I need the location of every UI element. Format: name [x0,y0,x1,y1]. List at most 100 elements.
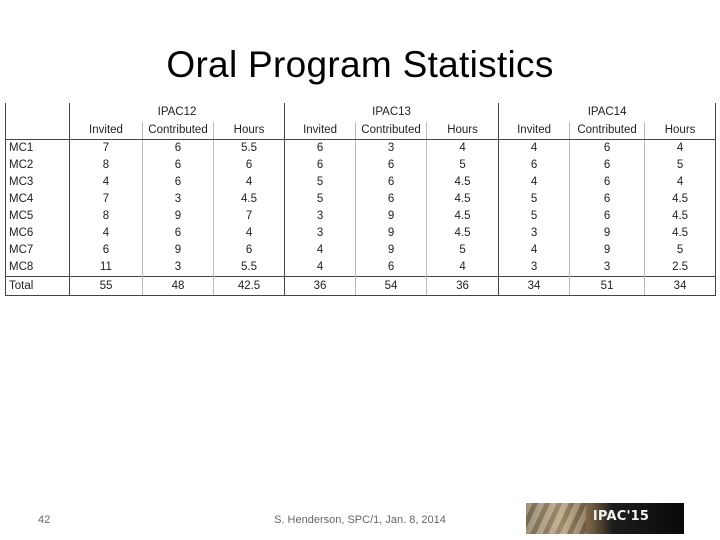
row-label: Total [5,276,70,296]
table-cell: 54 [355,276,427,296]
table-cell: 6 [355,259,427,277]
footer-citation: S. Henderson, SPC/1, Jan. 8, 2014 [274,514,446,526]
table-cell: 42.5 [212,276,286,296]
column-header: Hours [212,122,286,140]
column-header: Hours [426,122,500,140]
table-cell: 9 [355,208,427,225]
table-cell: 7 [212,208,286,225]
table-cell: 5 [530,210,538,222]
row-label: MC7 [5,242,70,259]
table-cell: 4.5 [644,191,717,208]
table-cell: 6 [569,139,645,157]
table-cell: 34 [644,276,717,296]
total-row: Total 55 48 42.5 36 54 36 34 51 34 [5,276,717,296]
table-cell: 3 [316,227,324,239]
table-cell: 4 [316,261,324,273]
column-header: Hours [644,122,717,140]
table-cell: 4.5 [644,225,717,242]
table-cell: 55 [69,276,143,296]
table-cell: 7 [102,142,110,154]
table-cell: 9 [142,242,214,259]
table-cell: 4.5 [212,191,286,208]
corner-cell [5,103,70,122]
table-cell: 4 [212,174,286,191]
table-cell: 36 [284,276,356,296]
table-cell: 6 [569,174,645,191]
table-cell: 6 [569,208,645,225]
table-cell: 4 [426,139,500,157]
table-cell: 3 [530,261,538,273]
table-cell: 5 [644,157,717,174]
column-header: Contributed [355,122,427,140]
table-cell: 3 [316,210,324,222]
table-cell: 5 [644,242,717,259]
table-cell: 4.5 [426,191,500,208]
row-label: MC1 [5,139,70,157]
table-cell: 6 [142,157,214,174]
table-cell: 4 [644,174,717,191]
table-cell: 4 [426,259,500,277]
corner-cell [5,122,70,140]
table-cell: 3 [569,259,645,277]
table-cell: 3 [530,227,538,239]
table-cell: 6 [142,174,214,191]
table-cell: 6 [355,157,427,174]
table-row: MC4 7 3 4.5 5 6 4.5 5 6 4.5 [5,191,717,208]
table-cell: 9 [569,225,645,242]
table-cell: 4 [212,225,286,242]
table-cell: 36 [426,276,500,296]
table-cell: 4 [316,244,324,256]
table-cell: 4 [102,227,110,239]
row-label: MC8 [5,259,70,277]
table-row: MC7 6 9 6 4 9 5 4 9 5 [5,242,717,259]
table-cell: 4.5 [644,208,717,225]
table-cell: 6 [212,242,286,259]
table-cell: 51 [569,276,645,296]
table-cell: 6 [355,174,427,191]
table-cell: 5 [426,242,500,259]
table-row: MC8 11 3 5.5 4 6 4 3 3 2.5 [5,259,717,277]
table-cell: 8 [102,210,110,222]
table-cell: 9 [569,242,645,259]
table-cell: 5 [316,176,324,188]
row-label: MC5 [5,208,70,225]
table-cell: 6 [102,244,110,256]
table-cell: 3 [142,259,214,277]
table-cell: 4.5 [426,225,500,242]
oral-program-statistics-table: IPAC12 IPAC13 IPAC14 Invited Contributed… [5,103,717,296]
row-label: MC2 [5,157,70,174]
column-header: Invited [69,122,143,140]
table-row: MC6 4 6 4 3 9 4.5 3 9 4.5 [5,225,717,242]
row-label: MC4 [5,191,70,208]
column-header: Invited [498,122,570,140]
table-cell: 6 [530,159,538,171]
table-cell: 6 [142,139,214,157]
conference-header: IPAC14 [498,103,717,122]
table-cell: 5.5 [212,139,286,157]
table-cell: 4.5 [426,208,500,225]
slide-title: Oral Program Statistics [166,44,554,85]
column-header: Contributed [142,122,214,140]
table-cell: 48 [142,276,214,296]
table-cell: 4 [530,142,538,154]
row-label: MC6 [5,225,70,242]
table-cell: 3 [142,191,214,208]
table-cell: 9 [355,225,427,242]
logo-image-strip [526,503,586,534]
table-cell: 6 [142,225,214,242]
conference-header-row: IPAC12 IPAC13 IPAC14 [5,103,717,122]
slide-number: 42 [38,514,51,526]
table-cell: 5 [530,193,538,205]
table-cell: 6 [212,157,286,174]
table-row: MC1 7 6 5.5 6 3 4 4 6 4 [5,139,717,157]
table-cell: 34 [498,276,570,296]
row-label: MC3 [5,174,70,191]
conference-header: IPAC12 [69,103,286,122]
column-header-row: Invited Contributed Hours Invited Contri… [5,122,717,140]
table-cell: 6 [316,159,324,171]
table-cell: 5.5 [212,259,286,277]
table-row: MC2 8 6 6 6 6 5 6 6 5 [5,157,717,174]
table-cell: 4 [530,244,538,256]
table-body: MC1 7 6 5.5 6 3 4 4 6 4 MC2 8 6 6 6 6 5 6 6 5 MC3 4 6 4 5 6 4.5 4 6 4… [5,139,717,277]
table-row: MC3 4 6 4 5 6 4.5 4 6 4 [5,174,717,191]
